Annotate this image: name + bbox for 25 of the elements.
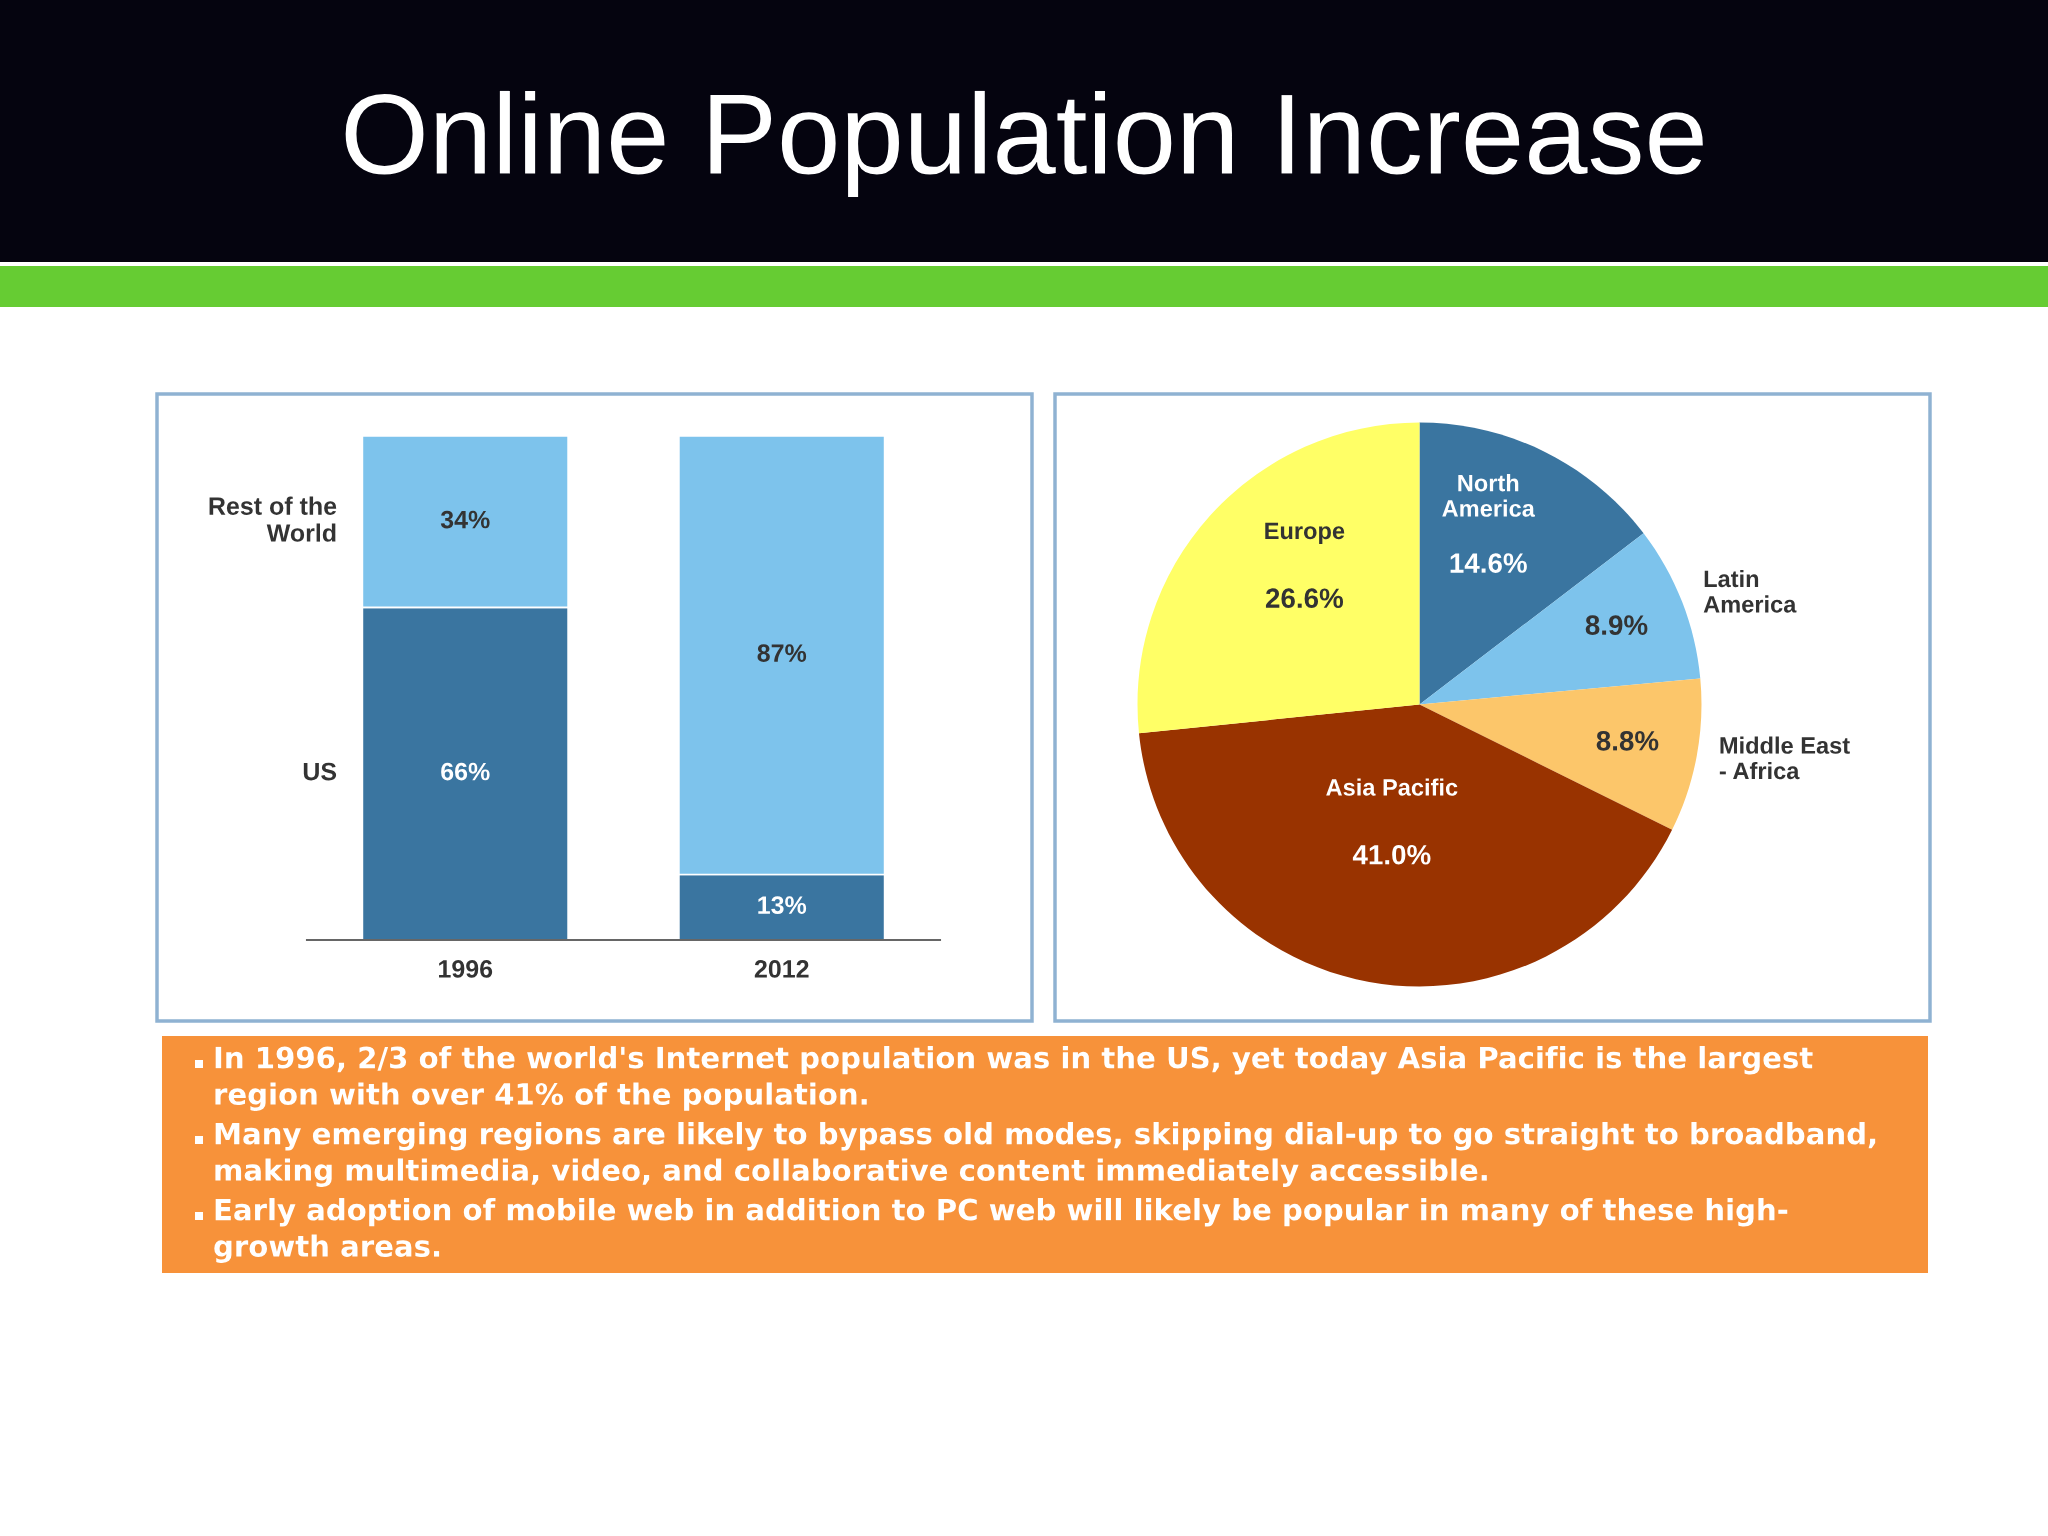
slice-label: Middle East - Africa (1719, 736, 1850, 780)
data-label: 8.9% (1585, 615, 1648, 635)
data-label: 8.8% (1596, 730, 1659, 751)
pie-slice (1419, 533, 1701, 705)
series-label: US (303, 762, 337, 781)
x-tick-label: 1996 (439, 960, 493, 978)
series-label: Rest of the World (209, 496, 337, 542)
text: In 1996, 2/3 of the world's Internet population was in the US, yet today Asia Pacific is the largest region with over 41% of the population. (215, 1046, 1813, 1111)
text: Early adoption of mobile web in addition to PC web will likely be popular in many of these high- growth areas. (214, 1198, 1788, 1263)
data-label: 14.6% (1450, 553, 1527, 573)
slice-label: Europe (1265, 522, 1345, 544)
slice-label: North America (1442, 474, 1535, 517)
data-label: 66% (441, 762, 490, 781)
pie-slice (1137, 422, 1420, 734)
data-label: 34% (440, 510, 490, 529)
data-label: 41.0% (1352, 844, 1431, 865)
data-label: 87% (757, 644, 807, 662)
data-label: 13% (758, 896, 807, 914)
pie-slice (1138, 704, 1673, 987)
slice-label: Latin America (1703, 569, 1797, 613)
text: Many emerging regions are likely to bypass old modes, skipping dial-up to go straight to broadband, making multimedia, video, and collaborative content immediately accessible. (215, 1122, 1876, 1187)
slice-label: Asia Pacific (1326, 778, 1458, 796)
x-tick-label: 2012 (754, 960, 809, 978)
chart-title: Online Population Increase (345, 90, 1703, 198)
data-label: 26.6% (1265, 588, 1344, 609)
